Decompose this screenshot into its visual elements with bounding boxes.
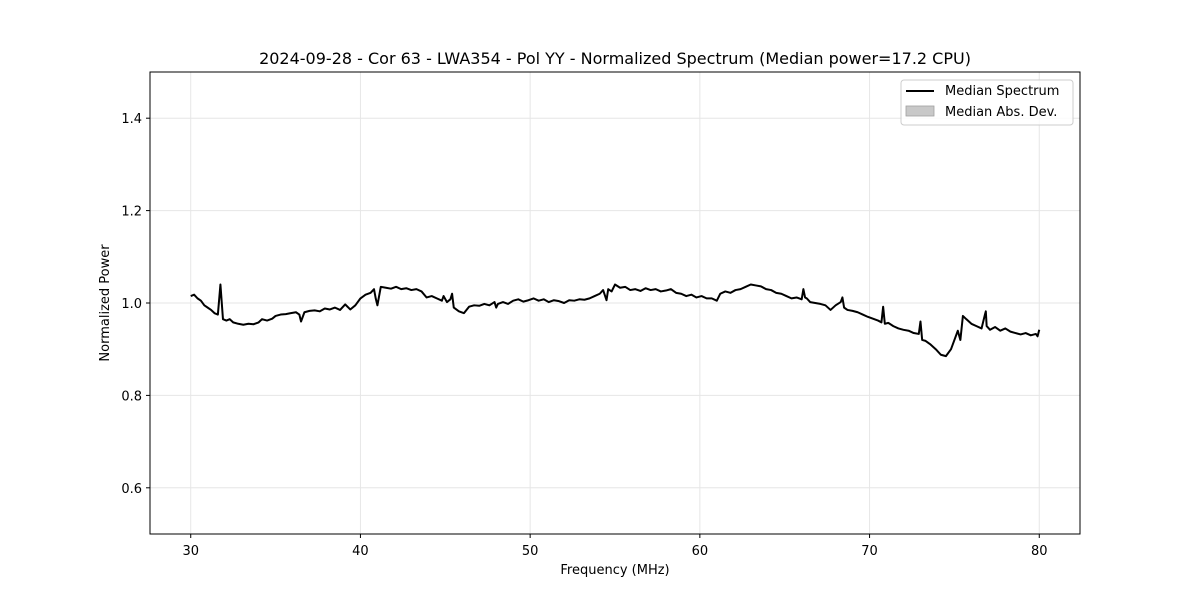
y-tick-label: 0.8	[121, 389, 142, 404]
y-axis: 0.6 0.8 1.0 1.2 1.4	[121, 112, 150, 497]
plot-area	[190, 283, 1041, 358]
chart-title: 2024-09-28 - Cor 63 - LWA354 - Pol YY - …	[259, 49, 971, 68]
y-tick-label: 1.0	[121, 297, 142, 312]
series-line-median-spectrum	[190, 283, 1041, 358]
x-tick-label: 30	[182, 544, 199, 559]
legend-box	[900, 79, 1074, 126]
legend: Median Spectrum Median Abs. Dev.	[900, 79, 1074, 126]
legend-label-median-abs-dev: Median Abs. Dev.	[945, 105, 1057, 120]
y-axis-label: Normalized Power	[98, 244, 113, 362]
x-tick-label: 40	[352, 544, 369, 559]
legend-label-median-spectrum: Median Spectrum	[945, 84, 1059, 99]
x-axis: 30 40 50 60 70 80	[182, 534, 1048, 559]
y-tick-label: 1.2	[121, 205, 142, 220]
x-axis-label: Frequency (MHz)	[560, 563, 669, 578]
x-tick-label: 50	[522, 544, 539, 559]
y-tick-label: 1.4	[121, 112, 142, 127]
y-tick-label: 0.6	[121, 482, 142, 497]
legend-patch-swatch	[905, 105, 935, 117]
x-tick-label: 70	[861, 544, 878, 559]
x-tick-label: 80	[1031, 544, 1048, 559]
x-tick-label: 60	[692, 544, 709, 559]
